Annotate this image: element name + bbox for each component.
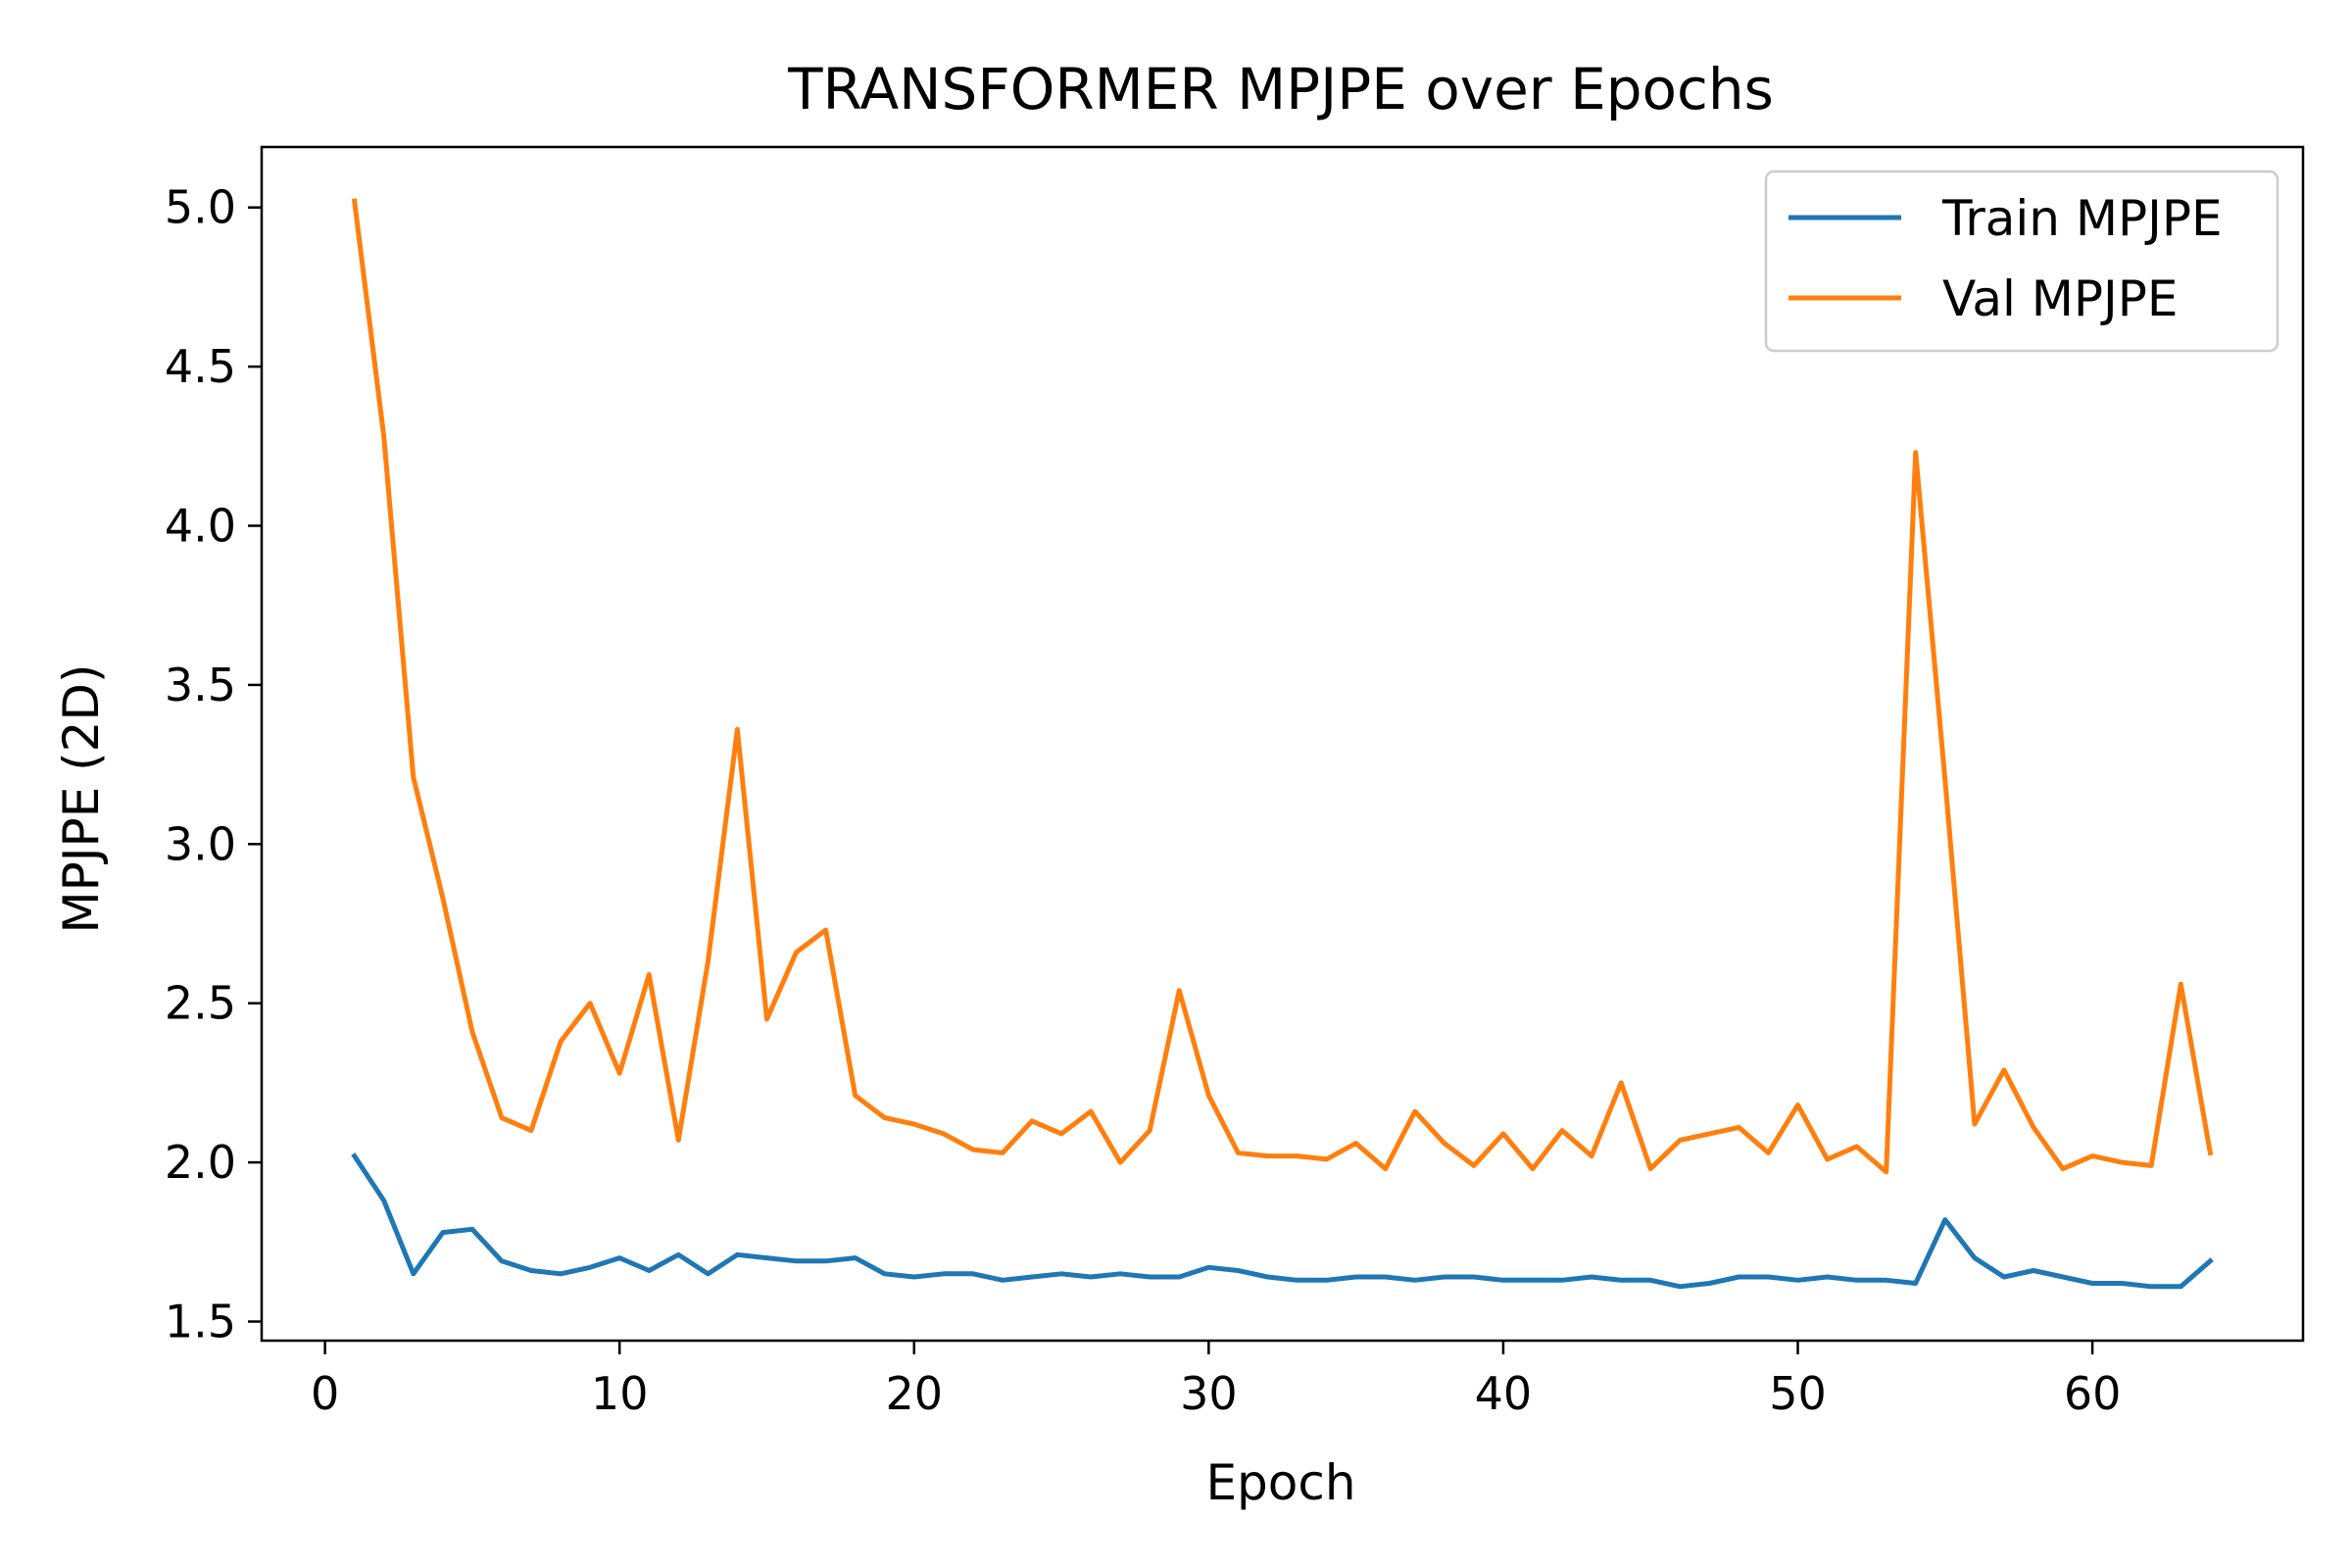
x-axis-label: Epoch <box>1205 1454 1355 1511</box>
y-tick-label: 2.5 <box>165 977 236 1030</box>
x-tick-label: 60 <box>2064 1367 2122 1420</box>
y-tick-label: 1.5 <box>165 1296 236 1348</box>
y-tick-label: 3.0 <box>165 817 236 870</box>
y-tick-label: 2.0 <box>165 1136 236 1189</box>
x-tick-label: 10 <box>591 1367 649 1420</box>
legend-label-train: Train MPJPE <box>1941 190 2223 247</box>
y-tick-label: 3.5 <box>165 659 236 711</box>
series-line-train <box>351 1152 2214 1290</box>
y-tick-label: 4.0 <box>165 500 236 553</box>
x-tick-label: 30 <box>1180 1367 1238 1420</box>
y-tick-label: 5.0 <box>165 181 236 234</box>
chart-title: TRANSFORMER MPJPE over Epochs <box>787 56 1774 122</box>
plot-frame <box>260 145 2305 1343</box>
legend-label-val: Val MPJPE <box>1942 270 2179 327</box>
x-tick-label: 20 <box>886 1367 944 1420</box>
series-line-val <box>351 198 2214 1175</box>
x-tick-label: 0 <box>311 1367 339 1420</box>
x-tick-label: 40 <box>1475 1367 1533 1420</box>
plot-area: 0 10 20 30 40 50 60 1.5 2.0 2.5 3.0 3.5 4.0 4.5 5.0 <box>165 145 2305 1420</box>
y-axis-label: MPJPE (2D) <box>53 664 110 934</box>
x-tick-label: 50 <box>1769 1367 1827 1420</box>
y-tick-label: 4.5 <box>165 340 236 393</box>
legend: Train MPJPE Val MPJPE <box>1764 170 2279 353</box>
